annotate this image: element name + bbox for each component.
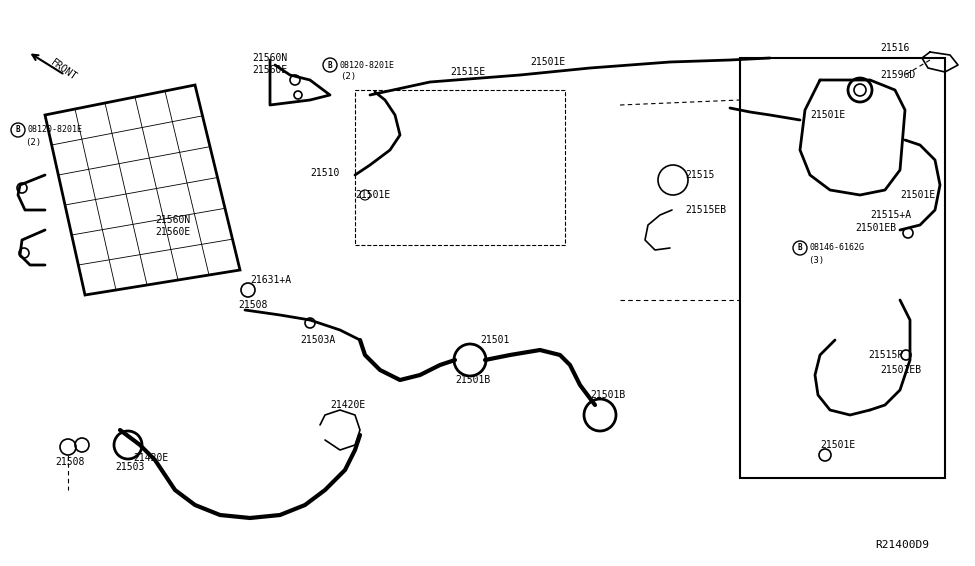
Text: B: B	[798, 243, 802, 252]
Text: R21400D9: R21400D9	[875, 540, 929, 550]
Text: 21510: 21510	[310, 168, 339, 178]
Text: FRONT: FRONT	[49, 58, 79, 83]
Text: 21515EB: 21515EB	[685, 205, 726, 215]
Text: 21503: 21503	[115, 462, 144, 472]
Text: 21560E: 21560E	[252, 65, 288, 75]
Text: 08146-6162G: 08146-6162G	[810, 243, 865, 252]
Text: 21501B: 21501B	[590, 390, 625, 400]
Text: 21501E: 21501E	[530, 57, 566, 67]
Text: 08120-8201E: 08120-8201E	[28, 126, 83, 135]
Text: 21560E: 21560E	[155, 227, 190, 237]
Bar	[355, 90, 565, 245]
Text: 21501: 21501	[480, 335, 509, 345]
Text: 21501E: 21501E	[810, 110, 845, 120]
Text: 21501E: 21501E	[900, 190, 935, 200]
Text: B: B	[328, 61, 332, 70]
Bar	[740, 58, 945, 478]
Text: 21515P: 21515P	[868, 350, 903, 360]
Text: 21631+A: 21631+A	[250, 275, 292, 285]
Text: 21420E: 21420E	[330, 400, 366, 410]
Text: 21503A: 21503A	[300, 335, 335, 345]
Text: (2): (2)	[340, 72, 356, 82]
Text: 21501EB: 21501EB	[880, 365, 921, 375]
Text: B: B	[16, 126, 20, 135]
Text: 21560N: 21560N	[252, 53, 288, 63]
Text: 21516: 21516	[880, 43, 910, 53]
Text: (3): (3)	[808, 255, 824, 264]
Text: 08120-8201E: 08120-8201E	[340, 61, 395, 70]
Text: 21508: 21508	[55, 457, 85, 467]
Text: 21515+A: 21515+A	[870, 210, 911, 220]
Text: 21501EB: 21501EB	[855, 223, 896, 233]
Text: 21501B: 21501B	[455, 375, 490, 385]
Text: (2): (2)	[25, 139, 41, 148]
Text: 21420E: 21420E	[133, 453, 169, 463]
Text: 21515: 21515	[685, 170, 715, 180]
Text: 21560N: 21560N	[155, 215, 190, 225]
Text: 21515E: 21515E	[450, 67, 486, 77]
Text: 21596D: 21596D	[880, 70, 916, 80]
Text: 21501E: 21501E	[355, 190, 390, 200]
Text: 21508: 21508	[238, 300, 267, 310]
Text: 21501E: 21501E	[820, 440, 855, 450]
